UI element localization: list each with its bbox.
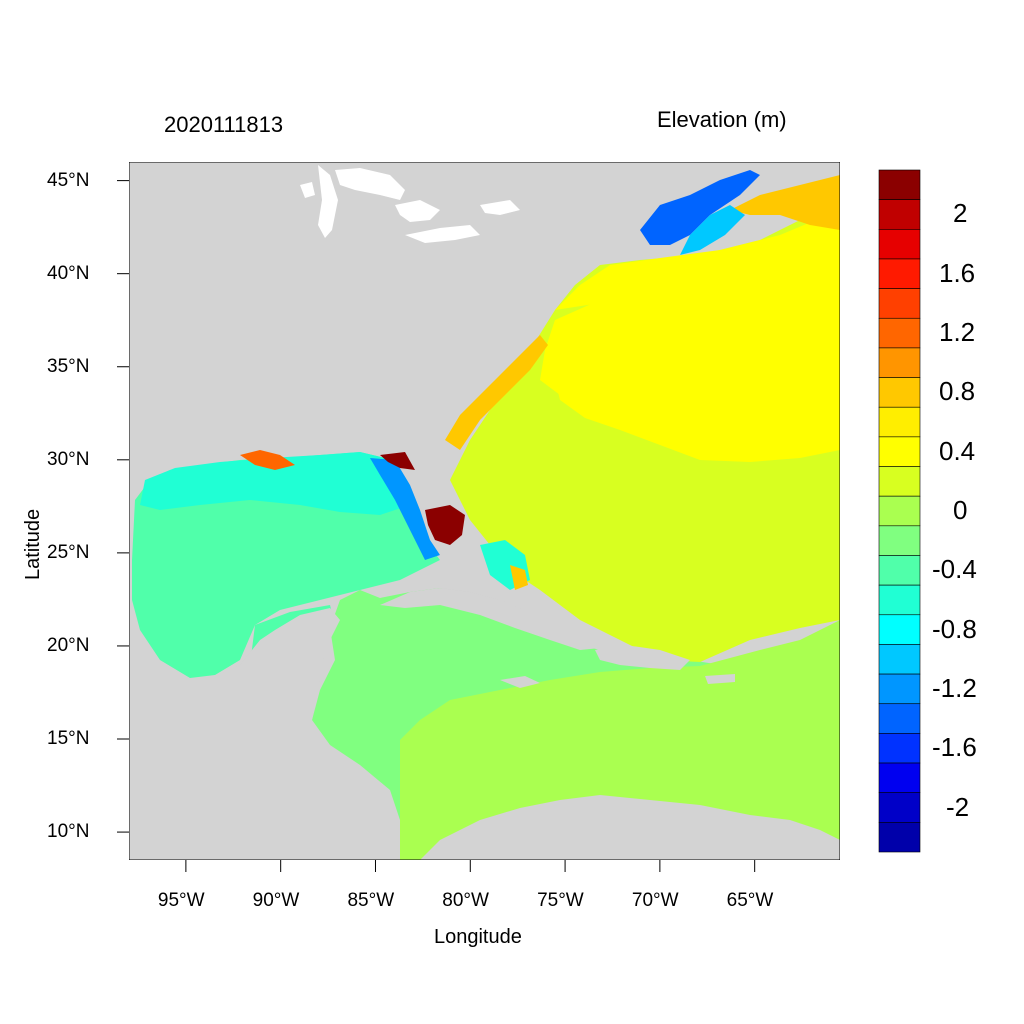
gulf-northern-band [140, 452, 410, 515]
colorbar-swatch [878, 288, 921, 319]
colorbar-swatch [878, 822, 921, 853]
colorbar-label: -0.8 [932, 613, 977, 644]
colorbar-label: -1.6 [932, 732, 977, 763]
colorbar-swatch [878, 258, 921, 289]
colorbar-swatch [878, 495, 921, 527]
lat-tick-label: 45°N [47, 169, 90, 191]
y-axis-label: Latitude [22, 508, 44, 580]
colorbar-swatch [878, 644, 921, 675]
colorbar-label: 1.6 [939, 257, 976, 288]
louisiana-coast-surge [240, 450, 295, 470]
lat-tick-label: 30°N [47, 448, 90, 470]
gulf-of-maine-positive [730, 175, 840, 230]
x-axis-label: Longitude [434, 926, 522, 948]
central-america [129, 608, 400, 860]
south-florida-surge [425, 505, 465, 545]
lon-tick-label: 90°W [252, 890, 300, 911]
lon-tick-label: 95°W [157, 890, 205, 911]
colorbar-swatch [878, 466, 921, 497]
gulf-of-maine-low [640, 170, 760, 245]
colorbar-swatch [878, 317, 921, 349]
gulf-of-maine-mid [680, 205, 745, 255]
colorbar-label: -0.4 [932, 554, 977, 585]
colorbar-swatch [878, 762, 921, 793]
colorbar [878, 169, 921, 853]
south-america [420, 795, 840, 860]
colorbar-swatch [878, 377, 921, 408]
colorbar-label: 2 [953, 198, 968, 229]
variable-title: Elevation (m) [657, 107, 787, 132]
jamaica [500, 676, 540, 688]
bahamas-core [510, 565, 528, 590]
colorbar-swatch [878, 436, 921, 467]
colorbar-swatch [878, 347, 921, 378]
colorbar-swatch [878, 406, 921, 438]
hispaniola [595, 645, 690, 670]
colorbar-swatch [878, 614, 921, 645]
colorbar-label: 1.2 [939, 317, 976, 348]
lon-tick-label: 70°W [631, 890, 679, 911]
lon-tick-label: 65°W [726, 890, 774, 911]
colorbar-label: -1.2 [932, 672, 977, 703]
colorbar-swatch [878, 792, 921, 823]
great-lakes [300, 165, 520, 243]
lat-tick-label: 40°N [47, 262, 90, 284]
colorbar-swatch [878, 199, 921, 230]
lat-tick-label: 25°N [47, 541, 90, 563]
axis-ticks [117, 180, 756, 872]
colorbar-label: -2 [946, 791, 970, 822]
colorbar-swatch [878, 584, 921, 616]
colorbar-label: 0.8 [939, 376, 976, 407]
date-time-label: 2020111813 [164, 112, 284, 137]
colorbar-swatch [878, 733, 921, 764]
lon-tick-label: 75°W [537, 890, 584, 911]
colorbar-swatch [878, 525, 921, 556]
atlantic-mid-band [540, 300, 640, 395]
colorbar-label: 0.4 [939, 435, 976, 466]
colorbar-swatch [878, 169, 921, 200]
puerto-rico [705, 674, 735, 684]
lon-tick-label: 85°W [347, 890, 395, 911]
colorbar-swatch [878, 673, 921, 705]
lat-tick-label: 20°N [47, 634, 90, 656]
lat-tick-label: 35°N [47, 355, 90, 377]
east-coast-shelf [445, 335, 548, 450]
lat-tick-label: 10°N [47, 821, 90, 843]
cuba [380, 588, 600, 650]
lon-tick-label: 80°W [442, 890, 489, 911]
map-area [129, 162, 840, 860]
colorbar-swatch [878, 555, 921, 586]
lat-tick-label: 15°N [47, 728, 90, 749]
colorbar-swatch [878, 229, 921, 260]
colorbar-swatch [878, 703, 921, 734]
florida-shelf-low [370, 458, 440, 560]
florida-west-surge [380, 452, 415, 470]
colorbar-label: 0 [953, 495, 968, 525]
atlantic-high-region [555, 210, 840, 462]
